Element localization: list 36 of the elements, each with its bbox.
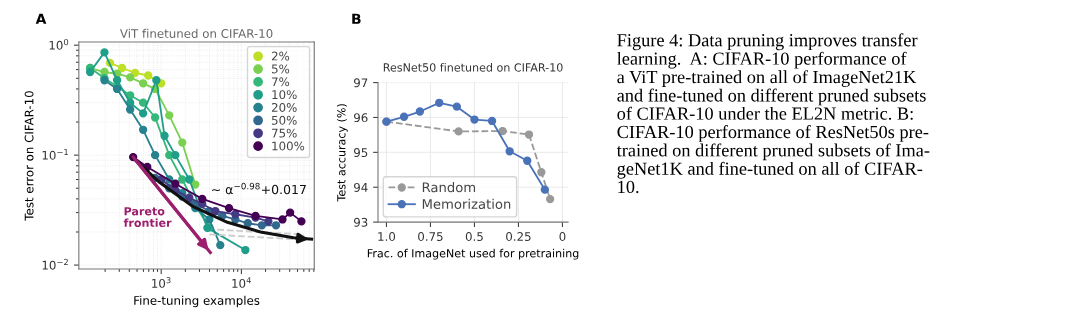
y-tick-label: 96 (354, 113, 368, 123)
x-tick-label: 1.0 (378, 232, 396, 241)
y-tick-label: 10$^{−2}$ (42, 258, 68, 270)
x-tick-label: 0 (559, 232, 566, 241)
text: B (352, 13, 361, 24)
chart-title: ResNet50 finetuned on CIFAR-10 (383, 63, 563, 72)
y-tick-label: 94 (354, 182, 368, 192)
legend-label: Random (422, 182, 476, 193)
x-tick-label: 10$^{3}$ (152, 277, 171, 288)
legend-label: 100% (272, 141, 305, 151)
x-tick-label: 10$^{4}$ (232, 277, 251, 288)
text: Figure 4: Data pruning improves transfer learning. A: CIFAR-10 performance of a ViT pre-trained on all of ImageNet21K and fine-tuned on different pruned subsets of CIFAR-10 under the EL2N metric. B: CIFAR-10 performance of ResNet50s pre- trained on different pruned subsets of Ima- geNet1K and fine-tuned on all of CIFAR- 10. (616, 33, 930, 194)
y-tick-label: 10$^{0}$ (49, 38, 69, 50)
y-tick-label: 97 (354, 78, 368, 88)
legend-label: 2% (271, 51, 290, 61)
x-axis-title: Frac. of ImageNet used for pretraining (367, 248, 579, 260)
chart-title: ViT finetuned on CIFAR-10 (119, 28, 273, 38)
x-axis-title: Fine-tuning examples (134, 295, 260, 308)
legend-label: Memorization (422, 198, 511, 209)
legend-label: 5% (272, 64, 290, 74)
y-axis-title: Test accuracy (%) (336, 104, 348, 202)
legend-label: 7% (272, 77, 290, 87)
text: A (35, 13, 47, 24)
annotation: ∼ α$^{−0.98}$+0.017 (212, 182, 306, 195)
y-tick-label: 10$^{−1}$ (42, 149, 68, 160)
legend-label: 50% (272, 115, 297, 125)
legend-label: 10% (272, 90, 297, 100)
annotation: Pareto frontier (123, 207, 172, 227)
y-tick-label: 93 (354, 217, 368, 227)
legend-label: 20% (271, 102, 297, 112)
x-tick-label: 0.25 (506, 232, 531, 241)
x-tick-label: 0.5 (465, 232, 483, 241)
x-tick-label: 0.75 (418, 232, 443, 241)
y-axis-title: Test error on CIFAR-10 (24, 91, 34, 221)
y-tick-label: 95 (354, 148, 368, 157)
legend-label: 75% (272, 128, 297, 138)
